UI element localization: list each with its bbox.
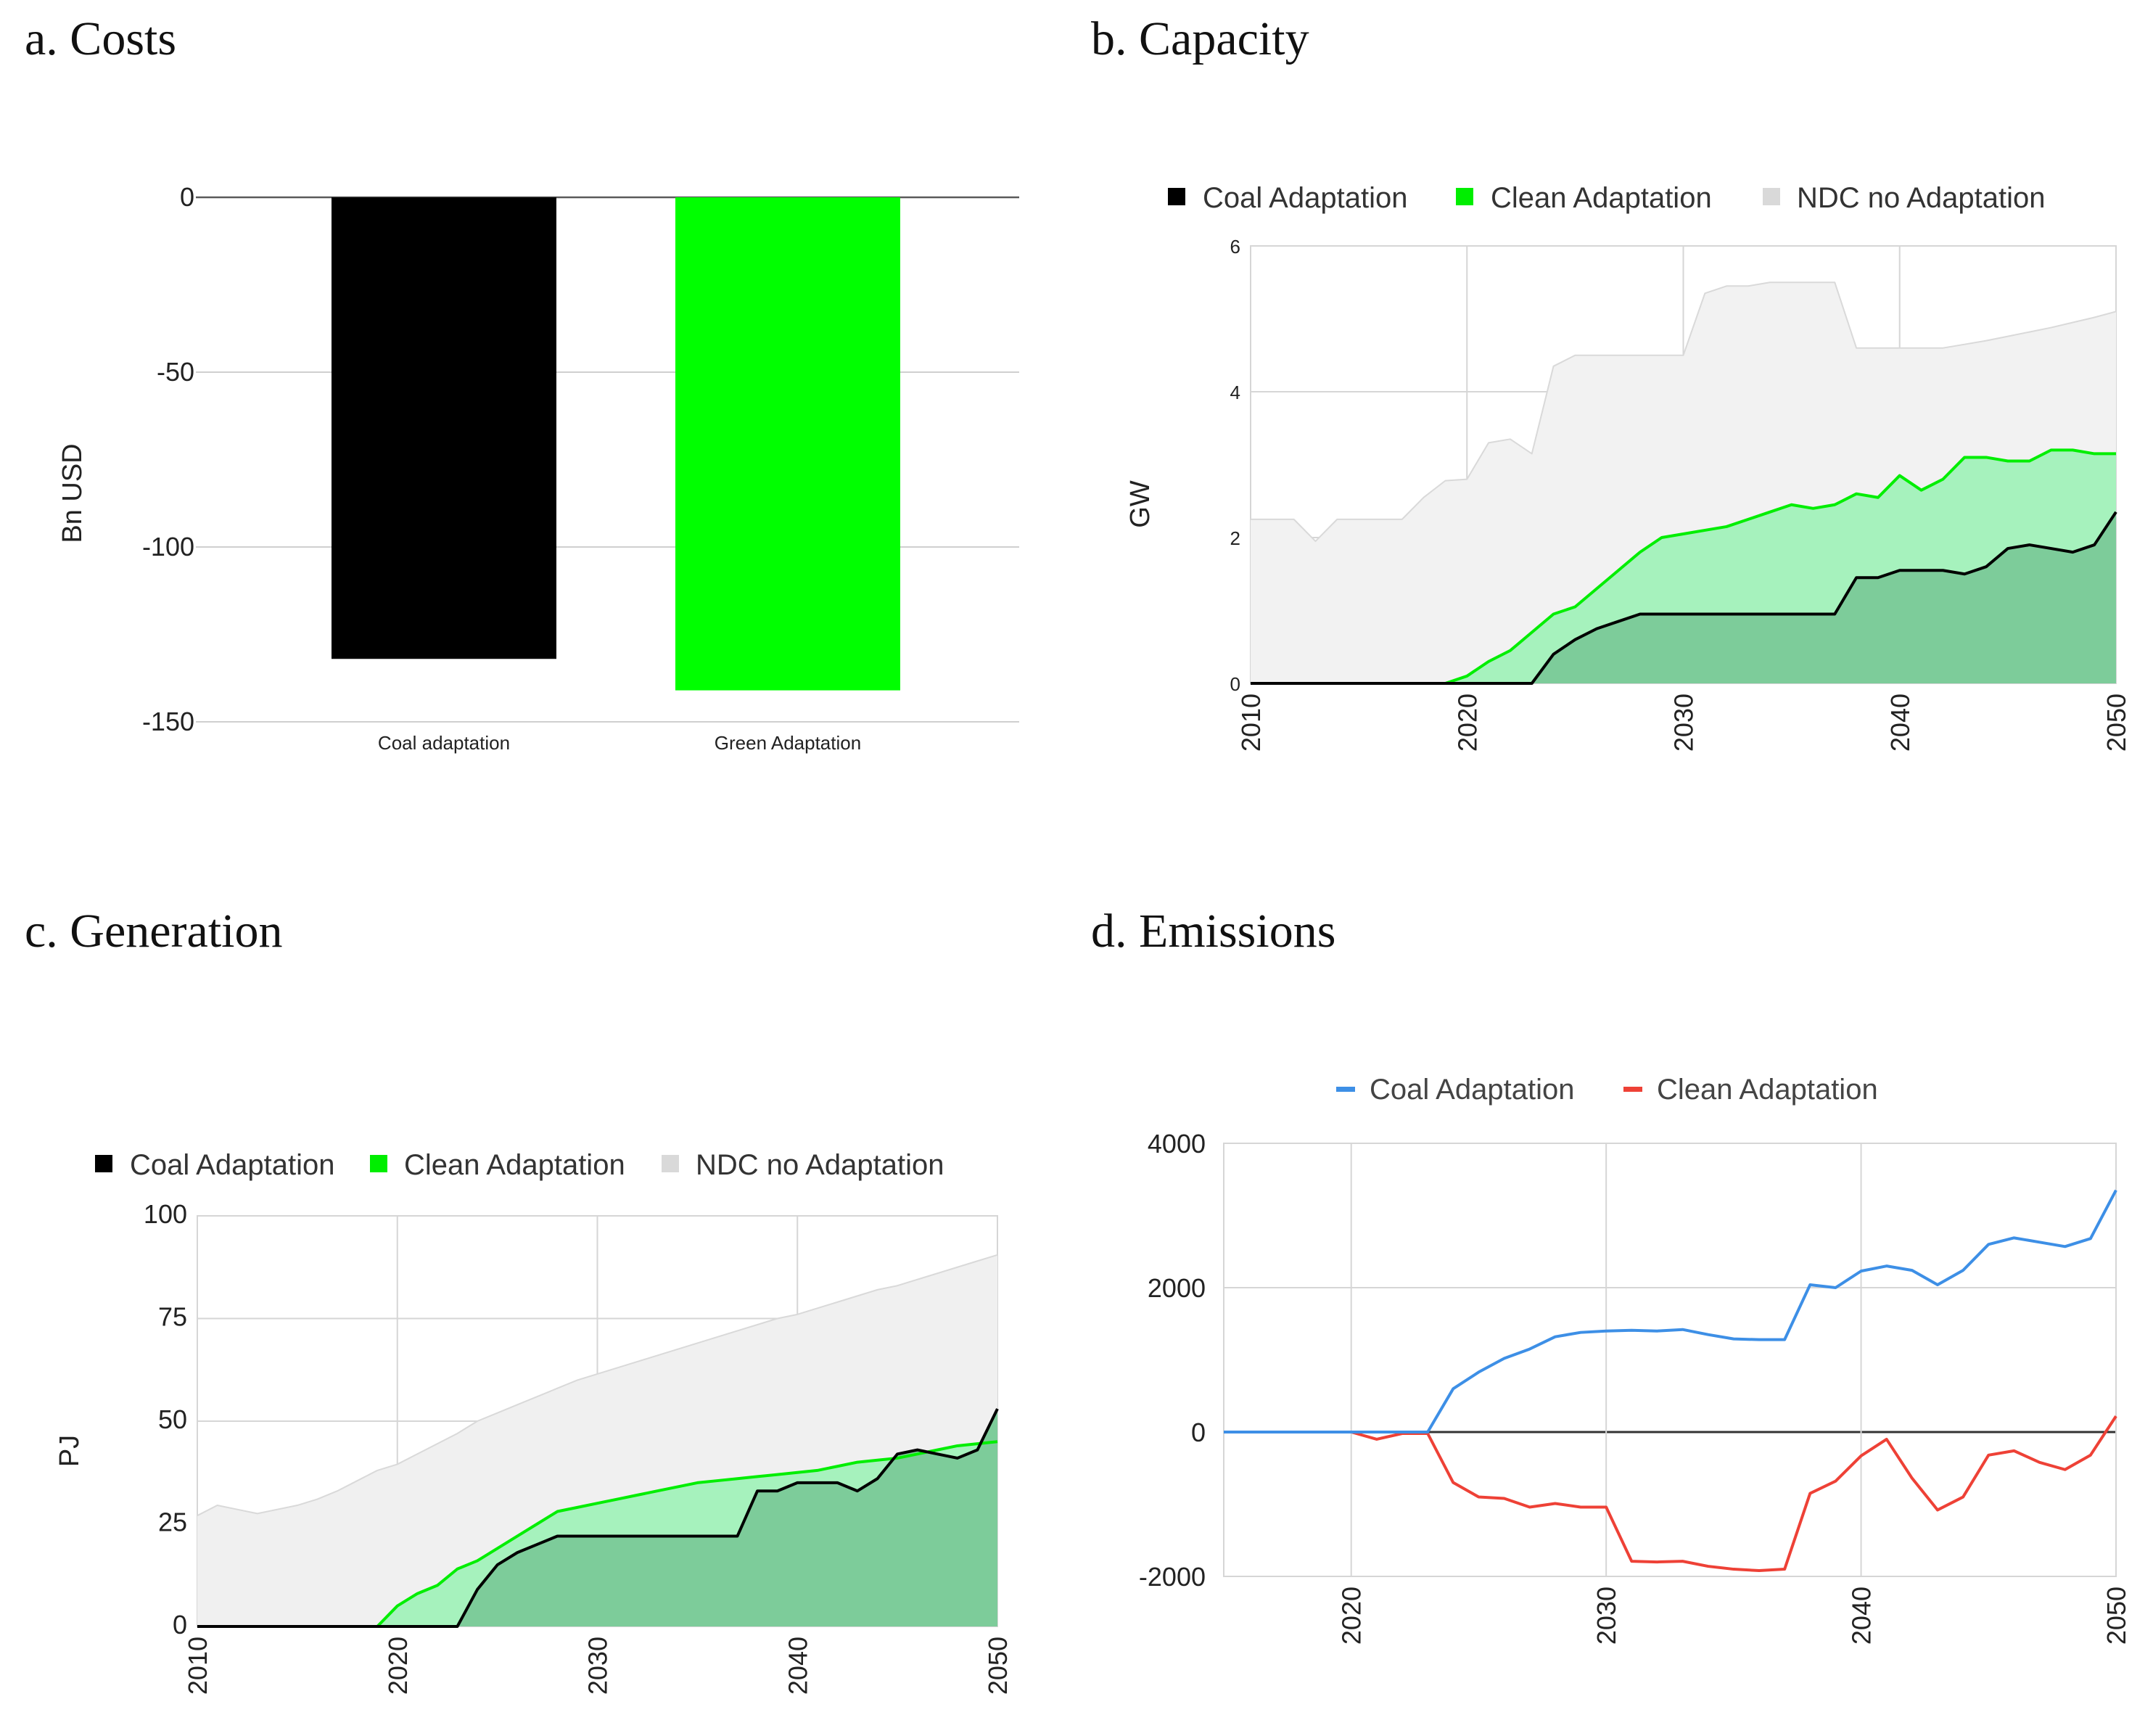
capacity-x-tick-label: 2010 — [1236, 694, 1266, 752]
emissions-legend-label-clean: Clean Adaptation — [1657, 1074, 1878, 1106]
capacity-title: b. Capacity — [1091, 12, 1309, 65]
capacity-legend-label-coal: Coal Adaptation — [1203, 182, 1407, 214]
generation-legend-swatch-ndc — [662, 1155, 679, 1172]
emissions-y-tick-label: 2000 — [1148, 1273, 1206, 1303]
capacity-legend-swatch-ndc — [1763, 188, 1780, 205]
costs-bar — [332, 197, 556, 659]
generation-y-tick-label: 0 — [173, 1610, 187, 1640]
emissions-y-tick-label: 0 — [1191, 1418, 1206, 1447]
capacity-x-tick-label: 2020 — [1452, 694, 1482, 752]
costs-y-tick-labels: 0 -50 -100 -150 — [142, 182, 194, 736]
costs-y-tick-label: -100 — [142, 532, 194, 561]
costs-y-tick-label: -150 — [142, 707, 194, 736]
emissions-legend-swatch-clean — [1623, 1087, 1642, 1092]
generation-x-tick-label: 2010 — [183, 1637, 213, 1695]
generation-x-tick-label: 2030 — [583, 1637, 613, 1695]
capacity-x-tick-label: 2030 — [1669, 694, 1699, 752]
emissions-legend-label-coal: Coal Adaptation — [1370, 1074, 1574, 1106]
generation-area-coal-adaptation — [197, 1409, 997, 1626]
capacity-y-tick-label: 2 — [1230, 527, 1240, 549]
emissions-x-tick-label: 2040 — [1847, 1587, 1877, 1645]
generation-x-tick-label: 2020 — [383, 1637, 413, 1695]
emissions-line-coal-adaptation — [1224, 1189, 2117, 1433]
capacity-y-axis-title: GW — [1125, 480, 1156, 528]
generation-title: c. Generation — [25, 905, 283, 958]
capacity-legend-swatch-coal — [1168, 188, 1185, 205]
costs-title: a. Costs — [25, 12, 176, 65]
generation-legend-swatch-clean — [370, 1155, 387, 1172]
capacity-line-ndc-no-adaptation — [1251, 281, 2117, 543]
generation-y-tick-label: 100 — [144, 1199, 187, 1229]
emissions-legend: Coal Adaptation Clean Adaptation — [1336, 1074, 1878, 1106]
capacity-area-coal-adaptation — [1251, 511, 2116, 683]
capacity-legend-label-clean: Clean Adaptation — [1491, 182, 1712, 214]
capacity-y-tick-label: 0 — [1230, 673, 1240, 695]
generation-legend-swatch-coal — [95, 1155, 112, 1172]
generation-panel: c. Generation Coal Adaptation Clean Adap… — [25, 905, 1013, 1695]
generation-line-coal-adaptation — [197, 1408, 999, 1628]
emissions-legend-swatch-coal — [1336, 1087, 1355, 1092]
generation-plot: 0 25 50 75 100 2010 2020 2030 2040 2050 — [144, 1199, 1013, 1695]
generation-legend-label-coal: Coal Adaptation — [130, 1149, 334, 1181]
emissions-x-tick-label: 2020 — [1337, 1587, 1367, 1645]
capacity-y-tick-label: 4 — [1230, 382, 1240, 403]
emissions-plot: 4000 2000 0 -2000 2020 2030 2040 2050 — [1139, 1129, 2131, 1645]
generation-y-tick-label: 75 — [158, 1302, 187, 1332]
costs-panel: a. Costs Bn USD 0 -50 -100 -150 Coal adapta… — [25, 12, 1019, 754]
generation-y-tick-label: 25 — [158, 1507, 187, 1537]
capacity-x-tick-label: 2040 — [1885, 694, 1915, 752]
generation-legend-label-clean: Clean Adaptation — [404, 1149, 625, 1181]
emissions-x-tick-label: 2030 — [1592, 1587, 1621, 1645]
emissions-plot-frame — [1223, 1143, 2117, 1577]
capacity-x-tick-label: 2050 — [2101, 694, 2131, 752]
generation-legend-label-ndc: NDC no Adaptation — [696, 1149, 944, 1181]
capacity-panel: b. Capacity Coal Adaptation Clean Adapta… — [1091, 12, 2131, 752]
costs-y-tick-label: 0 — [180, 182, 194, 212]
costs-category-labels: Coal adaptation Green Adaptation — [378, 732, 861, 754]
generation-legend: Coal Adaptation Clean Adaptation NDC no … — [95, 1149, 944, 1181]
generation-y-axis-title: PJ — [54, 1435, 85, 1467]
costs-category-label: Green Adaptation — [715, 732, 861, 754]
generation-x-tick-label: 2050 — [983, 1637, 1013, 1695]
generation-y-tick-label: 50 — [158, 1404, 187, 1434]
costs-bar — [675, 197, 900, 691]
capacity-legend-label-ndc: NDC no Adaptation — [1797, 182, 2045, 214]
costs-bars — [332, 197, 900, 691]
capacity-plot: 0 2 4 6 2010 2020 2030 2040 2050 — [1230, 236, 2131, 752]
capacity-y-tick-label: 6 — [1230, 236, 1240, 258]
emissions-y-tick-label: -2000 — [1139, 1562, 1206, 1592]
costs-category-label: Coal adaptation — [378, 732, 510, 754]
capacity-line-coal-adaptation — [1251, 511, 2117, 685]
emissions-y-tick-label: 4000 — [1148, 1129, 1206, 1159]
capacity-legend: Coal Adaptation Clean Adaptation NDC no … — [1168, 182, 2045, 214]
costs-y-axis-title: Bn USD — [57, 443, 88, 543]
emissions-x-tick-label: 2050 — [2101, 1587, 2131, 1645]
generation-x-tick-label: 2040 — [783, 1637, 812, 1695]
costs-y-tick-label: -50 — [157, 357, 194, 387]
generation-line-ndc-no-adaptation — [197, 1254, 998, 1517]
capacity-legend-swatch-clean — [1456, 188, 1473, 205]
emissions-title: d. Emissions — [1091, 905, 1335, 958]
emissions-panel: d. Emissions Coal Adaptation Clean Adapt… — [1091, 905, 2131, 1645]
emissions-line-clean-adaptation — [1224, 1415, 2117, 1573]
